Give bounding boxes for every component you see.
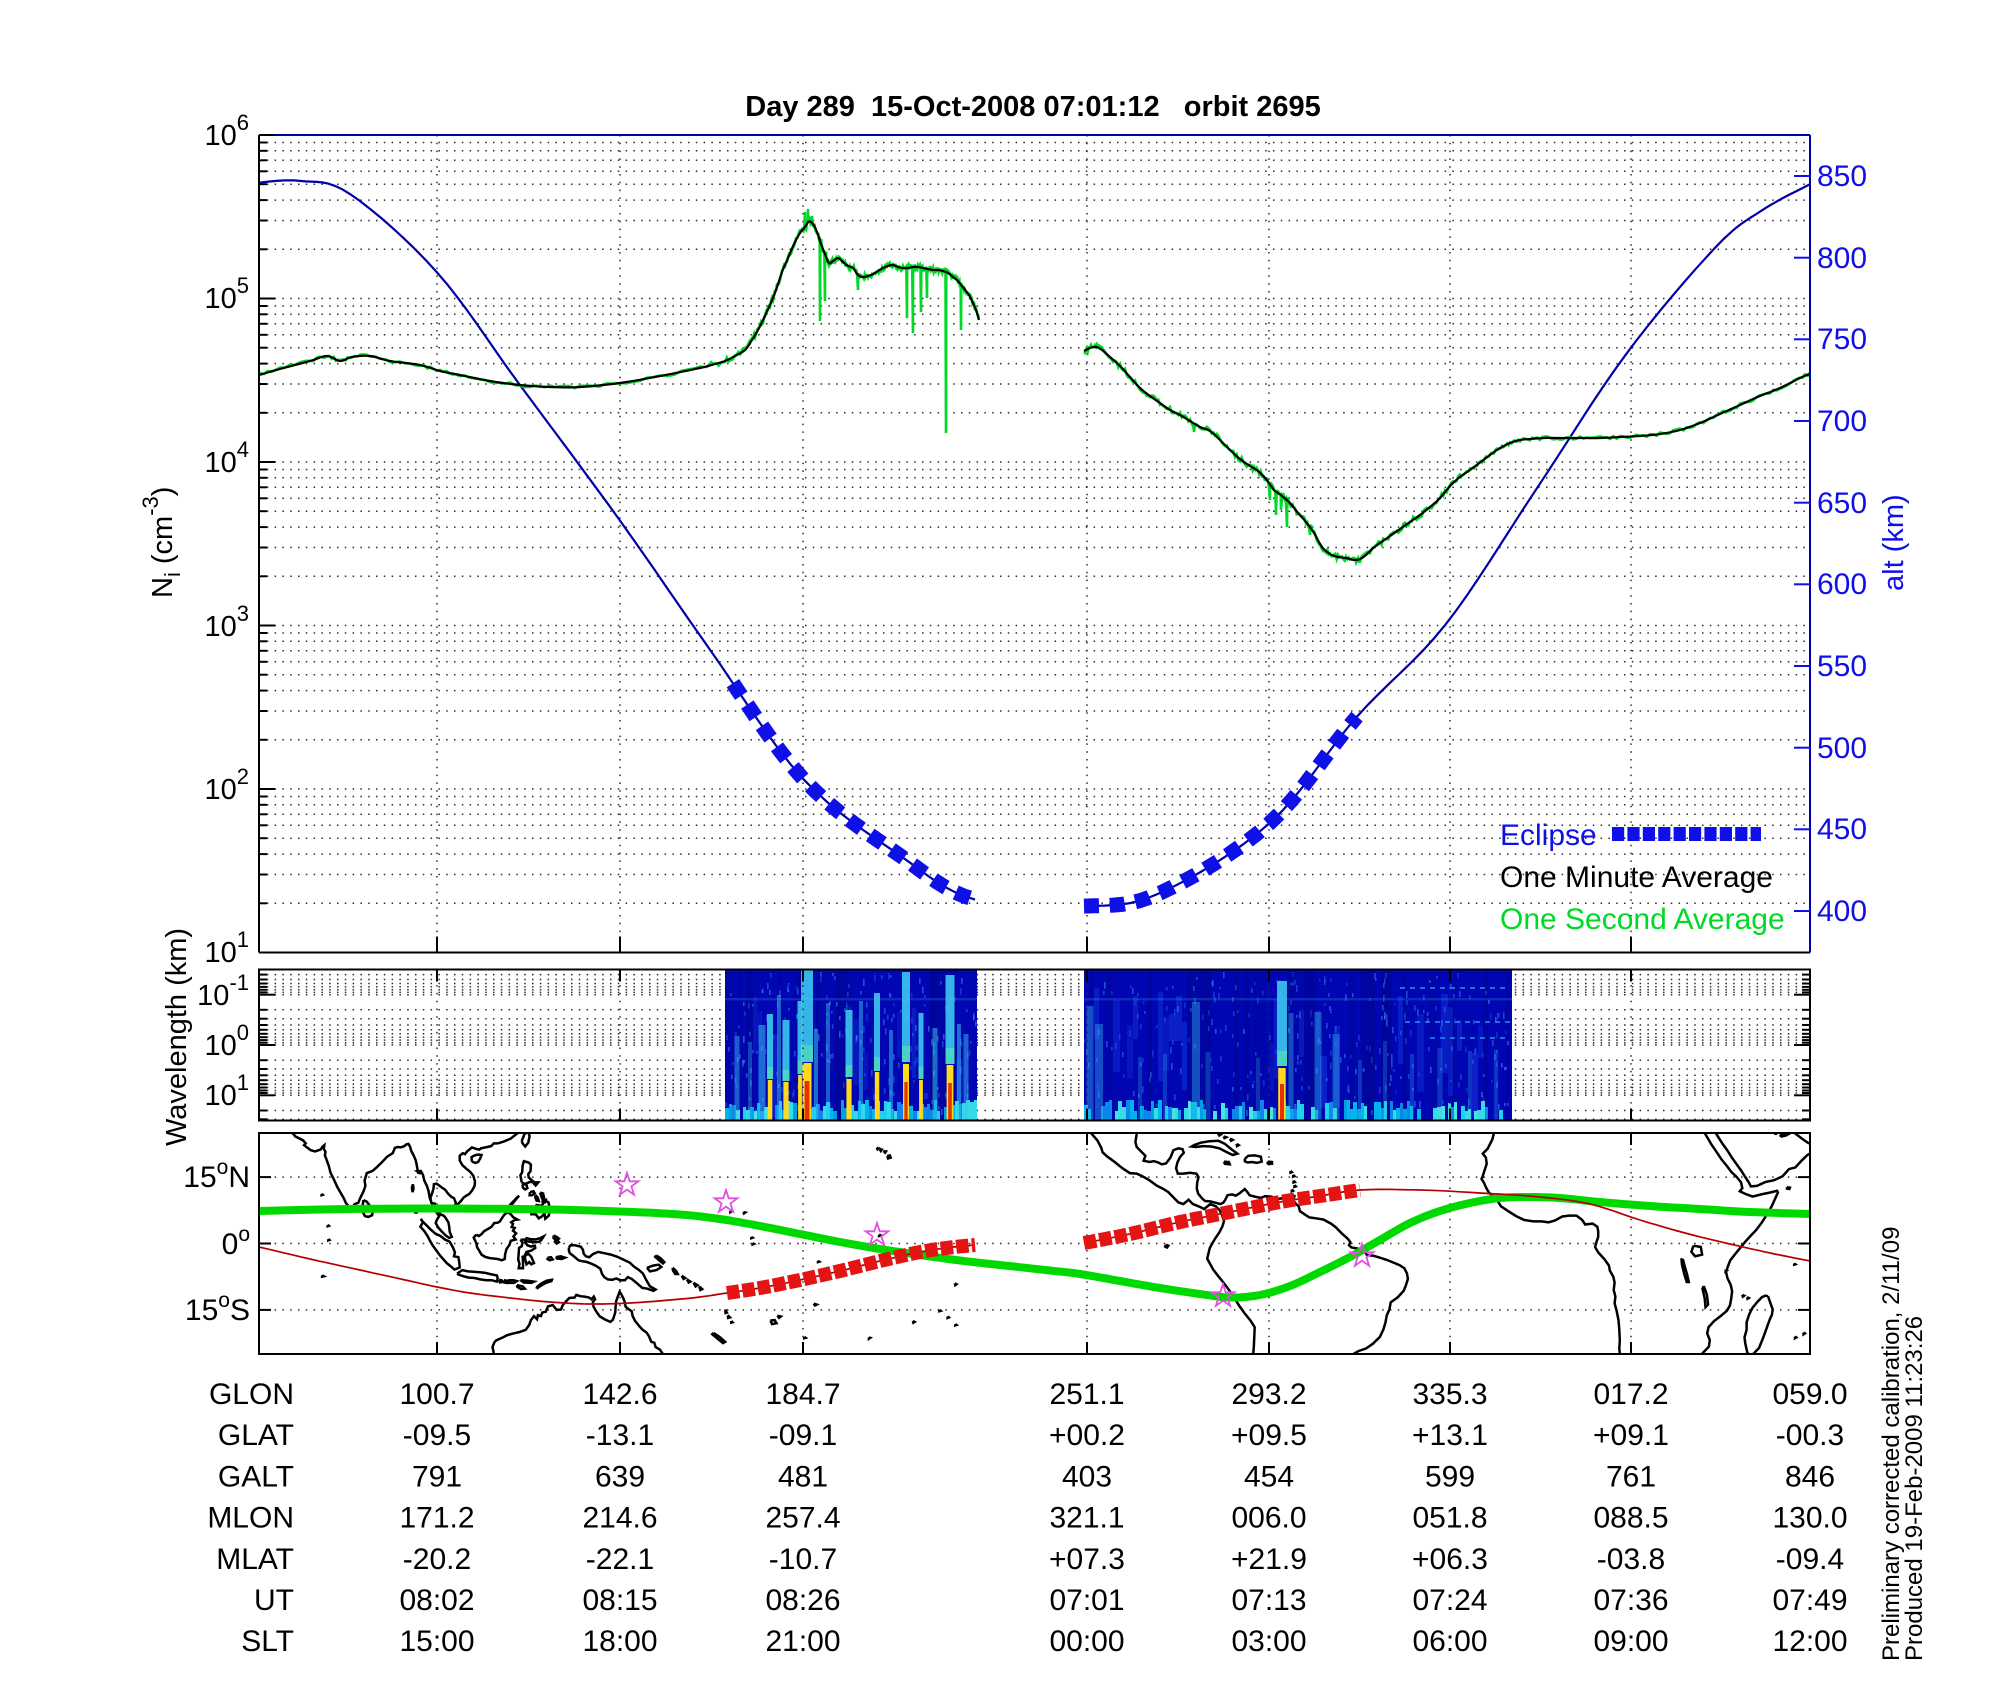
svg-text:21:00: 21:00	[765, 1625, 840, 1658]
svg-text:214.6: 214.6	[582, 1502, 657, 1535]
svg-text:293.2: 293.2	[1231, 1378, 1306, 1411]
svg-text:335.3: 335.3	[1412, 1378, 1487, 1411]
svg-text:051.8: 051.8	[1412, 1502, 1487, 1535]
svg-text:-10.7: -10.7	[769, 1543, 837, 1576]
svg-text:Eclipse: Eclipse	[1500, 819, 1597, 852]
svg-text:GLON: GLON	[209, 1378, 294, 1411]
svg-text:One Second Average: One Second Average	[1500, 903, 1785, 936]
svg-text:400: 400	[1817, 895, 1867, 928]
svg-text:+09.1: +09.1	[1593, 1419, 1669, 1452]
svg-text:100.7: 100.7	[399, 1378, 474, 1411]
svg-text:07:49: 07:49	[1772, 1584, 1847, 1617]
svg-text:017.2: 017.2	[1593, 1378, 1668, 1411]
svg-text:15oS: 15oS	[185, 1289, 250, 1327]
svg-text:UT: UT	[254, 1584, 294, 1617]
svg-text:07:13: 07:13	[1231, 1584, 1306, 1617]
svg-text:+09.5: +09.5	[1231, 1419, 1307, 1452]
svg-text:alt (km): alt (km)	[1878, 494, 1910, 591]
svg-text:08:26: 08:26	[765, 1584, 840, 1617]
svg-text:184.7: 184.7	[765, 1378, 840, 1411]
svg-text:03:00: 03:00	[1231, 1625, 1306, 1658]
svg-text:761: 761	[1606, 1460, 1656, 1493]
svg-text:171.2: 171.2	[399, 1502, 474, 1535]
svg-text:+06.3: +06.3	[1412, 1543, 1488, 1576]
svg-text:+13.1: +13.1	[1412, 1419, 1488, 1452]
svg-text:650: 650	[1817, 487, 1867, 520]
svg-text:07:24: 07:24	[1412, 1584, 1487, 1617]
svg-text:750: 750	[1817, 323, 1867, 356]
svg-text:SLT: SLT	[241, 1625, 294, 1658]
svg-text:+21.9: +21.9	[1231, 1543, 1307, 1576]
svg-text:059.0: 059.0	[1772, 1378, 1847, 1411]
svg-text:639: 639	[595, 1460, 645, 1493]
svg-text:088.5: 088.5	[1593, 1502, 1668, 1535]
svg-text:-09.4: -09.4	[1776, 1543, 1844, 1576]
svg-text:MLAT: MLAT	[216, 1543, 294, 1576]
svg-text:+00.2: +00.2	[1049, 1419, 1125, 1452]
svg-text:800: 800	[1817, 242, 1867, 275]
svg-text:Produced 19-Feb-2009 11:23:26: Produced 19-Feb-2009 11:23:26	[1901, 1316, 1928, 1661]
svg-text:700: 700	[1817, 405, 1867, 438]
svg-text:403: 403	[1062, 1460, 1112, 1493]
svg-text:12:00: 12:00	[1772, 1625, 1847, 1658]
svg-text:-03.8: -03.8	[1597, 1543, 1665, 1576]
svg-text:846: 846	[1785, 1460, 1835, 1493]
svg-text:-20.2: -20.2	[403, 1543, 471, 1576]
svg-text:481: 481	[778, 1460, 828, 1493]
svg-text:500: 500	[1817, 732, 1867, 765]
svg-text:006.0: 006.0	[1231, 1502, 1306, 1535]
svg-text:15oN: 15oN	[183, 1156, 250, 1194]
svg-text:791: 791	[412, 1460, 462, 1493]
svg-text:-09.1: -09.1	[769, 1419, 837, 1452]
svg-text:GLAT: GLAT	[218, 1419, 294, 1452]
svg-text:454: 454	[1244, 1460, 1294, 1493]
svg-text:18:00: 18:00	[582, 1625, 657, 1658]
svg-text:257.4: 257.4	[765, 1502, 840, 1535]
svg-text:Wavelength (km): Wavelength (km)	[161, 928, 193, 1146]
svg-text:07:01: 07:01	[1049, 1584, 1124, 1617]
svg-text:850: 850	[1817, 160, 1867, 193]
svg-text:+07.3: +07.3	[1049, 1543, 1125, 1576]
svg-text:08:02: 08:02	[399, 1584, 474, 1617]
svg-text:251.1: 251.1	[1049, 1378, 1124, 1411]
svg-text:06:00: 06:00	[1412, 1625, 1487, 1658]
svg-text:600: 600	[1817, 568, 1867, 601]
svg-text:One Minute Average: One Minute Average	[1500, 861, 1773, 894]
svg-text:00:00: 00:00	[1049, 1625, 1124, 1658]
svg-text:-22.1: -22.1	[586, 1543, 654, 1576]
svg-text:GALT: GALT	[218, 1460, 294, 1493]
svg-text:Preliminary corrected calibrat: Preliminary corrected calibration, 2/11/…	[1878, 1227, 1905, 1661]
svg-text:MLON: MLON	[207, 1502, 294, 1535]
svg-text:09:00: 09:00	[1593, 1625, 1668, 1658]
svg-text:15:00: 15:00	[399, 1625, 474, 1658]
svg-text:599: 599	[1425, 1460, 1475, 1493]
svg-text:07:36: 07:36	[1593, 1584, 1668, 1617]
svg-text:-09.5: -09.5	[403, 1419, 471, 1452]
svg-text:Day 289 15-Oct-2008 07:01:12: Day 289 15-Oct-2008 07:01:12 orbit 2695	[745, 91, 1321, 123]
svg-text:321.1: 321.1	[1049, 1502, 1124, 1535]
svg-text:550: 550	[1817, 650, 1867, 683]
svg-text:08:15: 08:15	[582, 1584, 657, 1617]
svg-text:-00.3: -00.3	[1776, 1419, 1844, 1452]
svg-text:450: 450	[1817, 813, 1867, 846]
svg-text:142.6: 142.6	[582, 1378, 657, 1411]
svg-text:-13.1: -13.1	[586, 1419, 654, 1452]
svg-text:130.0: 130.0	[1772, 1502, 1847, 1535]
